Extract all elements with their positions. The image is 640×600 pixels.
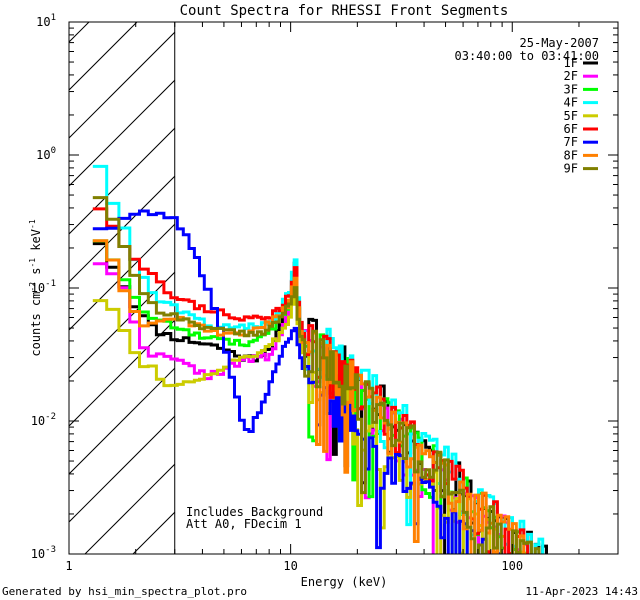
y-tick-exp: -2 — [45, 412, 56, 422]
y-label-part-s: s — [29, 268, 43, 282]
y-label-exp-kev: -1 — [28, 219, 37, 229]
hatch-line — [69, 415, 175, 523]
legend-label-3f: 3F — [564, 82, 578, 96]
x-tick-label: 10 — [283, 559, 297, 573]
hatch-line — [69, 79, 175, 187]
background-note: Includes Background — [186, 505, 323, 519]
series-line-6f — [92, 207, 530, 554]
x-axis-label: Energy (keV) — [301, 575, 388, 589]
series-line-7f — [92, 209, 503, 554]
attenuator-note: Att A0, FDecim 1 — [186, 517, 302, 531]
y-tick-label: 100 — [36, 146, 56, 162]
y-tick-exp: -1 — [45, 279, 56, 289]
legend-label-9f: 9F — [564, 162, 578, 176]
legend-label-8f: 8F — [564, 148, 578, 162]
series-line-4f — [92, 164, 545, 554]
hatch-line — [69, 175, 175, 283]
legend-label-1f: 1F — [564, 56, 578, 70]
legend-label-6f: 6F — [564, 122, 578, 136]
y-tick-base: 10 — [36, 15, 50, 29]
y-axis-label: counts cm-2 s-1 keV-1 — [28, 219, 43, 356]
y-tick-label: 10-2 — [31, 412, 56, 428]
chart-title: Count Spectra for RHESSI Front Segments — [180, 3, 509, 19]
hatch-line — [69, 223, 175, 331]
y-label-part-a: counts cm — [29, 292, 43, 357]
series-line-9f — [92, 196, 541, 554]
y-label-exp-cm: -2 — [28, 282, 37, 292]
hatch-line — [69, 271, 175, 379]
hatched-region — [69, 22, 175, 554]
y-tick-exp: 0 — [51, 146, 56, 156]
legend-label-4f: 4F — [564, 96, 578, 110]
hatch-line — [69, 22, 138, 91]
y-tick-label: 10-3 — [31, 545, 56, 561]
y-tick-base: 10 — [36, 148, 50, 162]
legend-label-5f: 5F — [564, 109, 578, 123]
legend-label-7f: 7F — [564, 135, 578, 149]
time-range-label: 03:40:00 to 03:41:00 — [455, 49, 600, 63]
footer-generated-by: Generated by hsi_min_spectra_plot.pro — [2, 585, 247, 598]
series-lines — [92, 164, 548, 554]
footer-timestamp: 11-Apr-2023 14:43 — [525, 585, 638, 598]
y-tick-label: 10-1 — [31, 279, 56, 295]
y-label-part-kev: keV — [29, 229, 43, 258]
y-tick-base: 10 — [31, 281, 45, 295]
y-tick-base: 10 — [31, 414, 45, 428]
y-tick-exp: 1 — [51, 13, 56, 23]
x-tick-label: 100 — [501, 559, 523, 573]
legend-label-2f: 2F — [564, 69, 578, 83]
y-tick-label: 101 — [36, 13, 56, 29]
x-tick-label: 1 — [65, 559, 72, 573]
y-tick-base: 10 — [31, 547, 45, 561]
hatch-line — [69, 367, 175, 475]
y-tick-exp: -3 — [45, 545, 56, 555]
y-label-exp-s: -1 — [28, 258, 37, 268]
date-label: 25-May-2007 — [520, 36, 599, 50]
series-line-5f — [92, 296, 530, 554]
hatch-line — [69, 31, 175, 139]
